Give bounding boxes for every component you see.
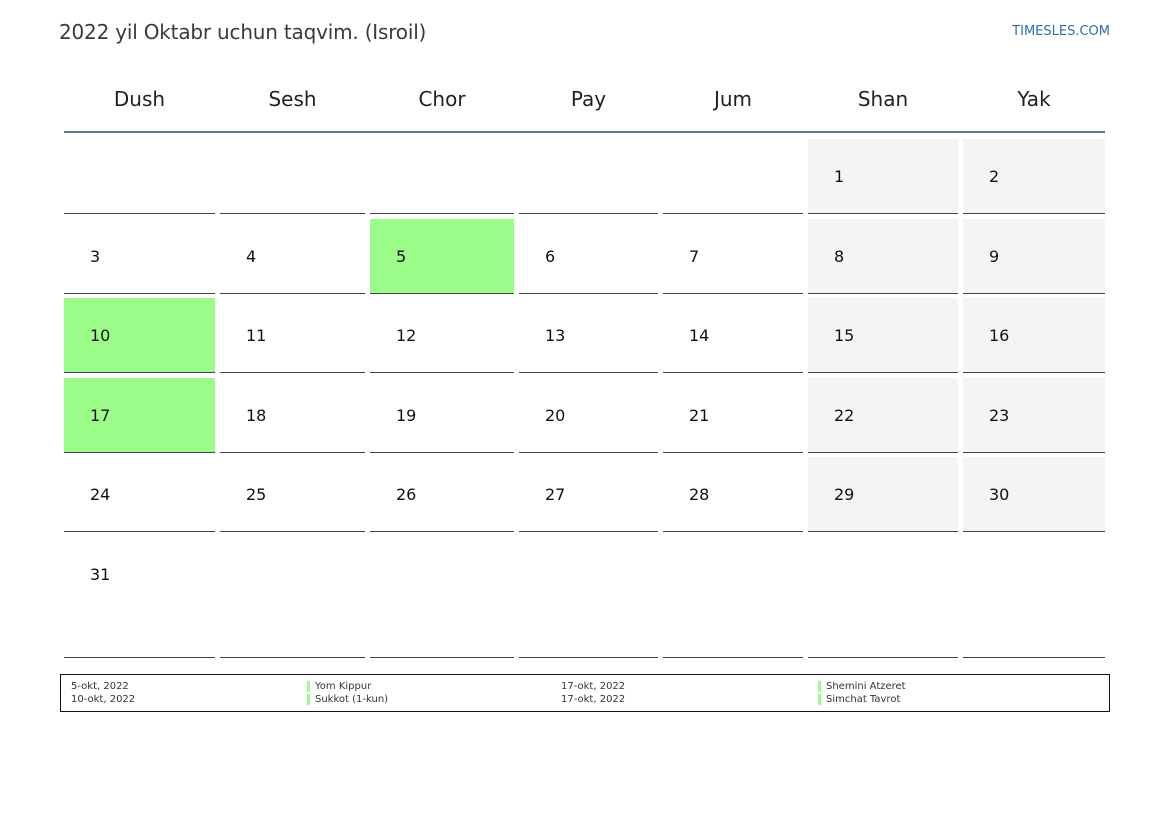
day-cell-9[interactable]: 9 — [963, 219, 1105, 294]
empty-cell — [963, 537, 1105, 658]
empty-cell — [220, 537, 365, 658]
weekday-pay: Pay — [570, 87, 607, 111]
day-cell-17[interactable]: 17 — [64, 378, 215, 453]
day-number: 18 — [246, 406, 267, 425]
day-cell-27[interactable]: 27 — [519, 457, 658, 532]
day-number: 31 — [90, 565, 111, 584]
day-number: 26 — [396, 485, 417, 504]
day-cell-18[interactable]: 18 — [220, 378, 365, 453]
holiday-legend: 5-okt, 2022 Yom Kippur 10-okt, 2022 Sukkot … — [60, 674, 1110, 712]
weekday-shan: Shan — [857, 87, 909, 111]
weekday-chor: Chor — [418, 87, 466, 111]
empty-cell — [519, 537, 658, 658]
legend-holiday-name: Yom Kippur — [307, 680, 371, 693]
day-cell-6[interactable]: 6 — [519, 219, 658, 294]
day-cell-24[interactable]: 24 — [64, 457, 215, 532]
day-number: 20 — [545, 406, 566, 425]
legend-date: 17-okt, 2022 — [561, 694, 626, 705]
empty-cell — [663, 537, 803, 658]
day-number: 7 — [689, 247, 700, 266]
legend-holiday-name: Sukkot (1-kun) — [307, 693, 388, 706]
day-number: 6 — [545, 247, 556, 266]
day-cell-23[interactable]: 23 — [963, 378, 1105, 453]
day-number: 27 — [545, 485, 566, 504]
empty-cell — [519, 139, 658, 214]
day-number: 1 — [834, 167, 845, 186]
day-cell-10[interactable]: 10 — [64, 298, 215, 373]
empty-cell — [370, 139, 514, 214]
legend-date: 10-okt, 2022 — [71, 694, 136, 705]
day-cell-11[interactable]: 11 — [220, 298, 365, 373]
day-number: 9 — [989, 247, 1000, 266]
day-number: 5 — [396, 247, 407, 266]
empty-cell — [64, 139, 215, 214]
day-cell-1[interactable]: 1 — [808, 139, 958, 214]
day-number: 2 — [989, 167, 1000, 186]
day-number: 16 — [989, 326, 1010, 345]
day-cell-14[interactable]: 14 — [663, 298, 803, 373]
day-cell-30[interactable]: 30 — [963, 457, 1105, 532]
site-link[interactable]: TIMESLES.COM — [1012, 24, 1110, 39]
day-cell-8[interactable]: 8 — [808, 219, 958, 294]
day-number: 3 — [90, 247, 101, 266]
empty-cell — [663, 139, 803, 214]
legend-date: 17-okt, 2022 — [561, 681, 626, 692]
day-cell-22[interactable]: 22 — [808, 378, 958, 453]
day-cell-16[interactable]: 16 — [963, 298, 1105, 373]
day-cell-31[interactable]: 31 — [64, 537, 215, 658]
day-cell-5[interactable]: 5 — [370, 219, 514, 294]
day-number: 13 — [545, 326, 566, 345]
header-divider — [64, 131, 1105, 133]
day-number: 4 — [246, 247, 257, 266]
day-cell-28[interactable]: 28 — [663, 457, 803, 532]
day-cell-21[interactable]: 21 — [663, 378, 803, 453]
page-title: 2022 yil Oktabr uchun taqvim. (Isroil) — [59, 20, 427, 44]
weekday-sesh: Sesh — [268, 87, 317, 111]
day-cell-29[interactable]: 29 — [808, 457, 958, 532]
day-cell-3[interactable]: 3 — [64, 219, 215, 294]
day-cell-20[interactable]: 20 — [519, 378, 658, 453]
empty-cell — [220, 139, 365, 214]
legend-date: 5-okt, 2022 — [71, 681, 129, 692]
day-cell-4[interactable]: 4 — [220, 219, 365, 294]
empty-cell — [370, 537, 514, 658]
day-number: 11 — [246, 326, 267, 345]
day-number: 21 — [689, 406, 710, 425]
day-cell-13[interactable]: 13 — [519, 298, 658, 373]
day-cell-25[interactable]: 25 — [220, 457, 365, 532]
day-number: 23 — [989, 406, 1010, 425]
day-number: 12 — [396, 326, 417, 345]
day-number: 15 — [834, 326, 855, 345]
weekday-jum: Jum — [713, 87, 753, 111]
day-number: 19 — [396, 406, 417, 425]
day-number: 29 — [834, 485, 855, 504]
day-number: 10 — [90, 326, 111, 345]
legend-holiday-name: Simchat Tavrot — [818, 693, 900, 706]
day-cell-2[interactable]: 2 — [963, 139, 1105, 214]
weekday-dush: Dush — [113, 87, 166, 111]
weekday-yak: Yak — [1017, 87, 1051, 111]
day-number: 14 — [689, 326, 710, 345]
legend-holiday-name: Shemini Atzeret — [818, 680, 906, 693]
day-cell-15[interactable]: 15 — [808, 298, 958, 373]
weekday-header: Dush Sesh Chor Pay Jum Shan Yak — [64, 84, 1105, 114]
day-cell-7[interactable]: 7 — [663, 219, 803, 294]
day-cell-12[interactable]: 12 — [370, 298, 514, 373]
day-number: 8 — [834, 247, 845, 266]
day-cell-26[interactable]: 26 — [370, 457, 514, 532]
day-number: 30 — [989, 485, 1010, 504]
day-cell-19[interactable]: 19 — [370, 378, 514, 453]
day-number: 25 — [246, 485, 267, 504]
day-number: 22 — [834, 406, 855, 425]
day-number: 28 — [689, 485, 710, 504]
empty-cell — [808, 537, 958, 658]
day-number: 24 — [90, 485, 111, 504]
day-number: 17 — [90, 406, 111, 425]
